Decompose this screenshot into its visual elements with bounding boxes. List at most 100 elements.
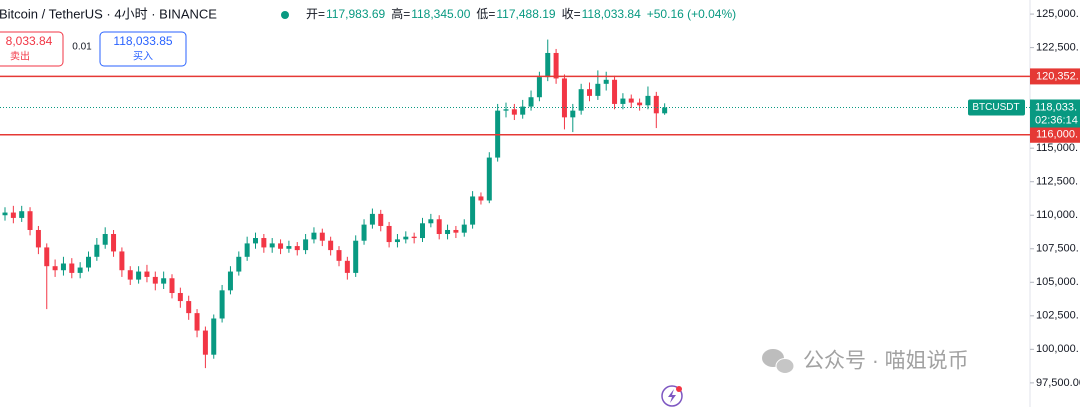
- ohlc-header: 开= 117,983.69 高= 118,345.00 低= 117,488.19 收= 11…: [306, 6, 736, 21]
- sell-price[interactable]: 8,033.84: [6, 34, 53, 48]
- candle-body: [545, 52, 551, 78]
- candle-body: [261, 238, 267, 248]
- candle-body: [69, 263, 75, 273]
- candle-body: [411, 236, 417, 239]
- candle-body: [403, 236, 409, 240]
- candle-body: [369, 213, 375, 225]
- candle-body: [570, 110, 576, 118]
- candle-body: [653, 95, 659, 114]
- candle-body: [503, 109, 509, 111]
- candle-body: [511, 109, 517, 115]
- candle-body: [244, 243, 250, 257]
- y-tick-label: 110,000.: [1036, 209, 1078, 221]
- countdown: 02:36:14: [1035, 114, 1078, 126]
- candle-body: [127, 270, 133, 280]
- candle-body: [319, 232, 325, 241]
- candle-body: [152, 276, 158, 284]
- candle-body: [186, 301, 192, 314]
- candle-body: [536, 77, 542, 98]
- candle-body: [394, 239, 400, 243]
- y-tick-label: 122,500.: [1036, 42, 1079, 54]
- sell-label[interactable]: 卖出: [10, 50, 30, 63]
- symbol-title: Bitcoin / TetherUS · 4小时 · BINANCE: [0, 6, 217, 21]
- candle-body: [136, 271, 142, 280]
- candle-body: [445, 229, 451, 235]
- candle-body: [294, 246, 300, 251]
- sell-button[interactable]: 8,033.84 卖出: [0, 31, 64, 67]
- candle-body: [119, 251, 125, 271]
- candle-body: [386, 225, 392, 243]
- candle-body: [303, 239, 309, 251]
- sell-box[interactable]: [0, 31, 64, 67]
- candle-body: [52, 266, 58, 271]
- ohlc-key: 收=: [562, 7, 581, 21]
- candle-body: [328, 240, 334, 251]
- buy-button[interactable]: 118,033.85 买入: [99, 31, 187, 67]
- candle-body: [561, 78, 567, 118]
- candle-body: [361, 224, 367, 241]
- candle-body: [311, 232, 317, 240]
- candle-body: [202, 330, 208, 355]
- candle-body: [603, 79, 609, 84]
- candle-body: [553, 52, 559, 79]
- y-tick-label: 112,500.: [1036, 176, 1078, 188]
- price-label-box: [1030, 126, 1080, 143]
- candle-body: [436, 219, 442, 235]
- buy-price[interactable]: 118,033.85: [113, 34, 172, 48]
- candle-body: [420, 223, 425, 239]
- candle-body: [94, 244, 100, 257]
- candle-body: [44, 247, 50, 267]
- candle-body: [86, 256, 91, 268]
- candle-body: [2, 212, 8, 216]
- buy-box[interactable]: [99, 31, 187, 67]
- candle-body: [662, 107, 668, 114]
- watermark-text: 公众号 · 喵姐说币: [803, 350, 969, 373]
- candle-body: [169, 278, 175, 294]
- ohlc-value: 118,345.00: [411, 7, 470, 21]
- y-tick-label: 105,000.: [1036, 276, 1079, 288]
- status-dot: [281, 11, 289, 19]
- ohlc-value: 117,983.69: [326, 7, 385, 21]
- candle-body: [453, 229, 459, 233]
- y-tick-label: 97,500.00: [1036, 377, 1080, 389]
- lightning-button[interactable]: [661, 385, 683, 407]
- buy-label[interactable]: 买入: [133, 51, 153, 63]
- ohlc-key: 低=: [476, 7, 495, 21]
- y-tick-label: 125,000.: [1036, 8, 1079, 20]
- symbol-label-box: [968, 99, 1025, 116]
- candle-body: [520, 106, 526, 115]
- quantity[interactable]: 0.01: [72, 42, 92, 53]
- candle-body: [19, 211, 25, 218]
- candle-body: [111, 234, 117, 252]
- candle-body: [486, 157, 492, 201]
- candle-body: [645, 95, 651, 106]
- candle-body: [578, 89, 584, 111]
- candle-body: [612, 79, 618, 104]
- candle-body: [428, 219, 434, 224]
- ohlc-key: 高=: [391, 6, 410, 21]
- ohlc-change: +50.16 (+0.04%): [647, 7, 736, 21]
- candle-body: [227, 271, 233, 291]
- current-price-box: [1030, 99, 1080, 128]
- y-tick-label: 102,500.: [1036, 310, 1079, 322]
- y-tick-label: 115,000.: [1036, 142, 1078, 154]
- y-tick-label: 107,500.: [1036, 243, 1079, 255]
- candle-body: [470, 196, 476, 225]
- candle-body: [528, 97, 534, 107]
- candle-body: [253, 238, 258, 244]
- candle-body: [278, 243, 284, 249]
- candle-body: [161, 278, 167, 284]
- alert-dot[interactable]: [676, 386, 682, 392]
- candle-body: [236, 256, 242, 272]
- candle-body: [353, 240, 359, 273]
- candle-body: [336, 250, 342, 261]
- price-label: 120,352.: [1036, 70, 1079, 82]
- candle-body: [35, 229, 41, 248]
- candle-body: [269, 243, 275, 248]
- ohlc-value: 118,033.84: [582, 7, 641, 21]
- ohlc-key: 开=: [306, 7, 325, 21]
- candle-body: [378, 213, 384, 226]
- candle-body: [595, 83, 601, 96]
- lightning-icon[interactable]: [668, 389, 676, 403]
